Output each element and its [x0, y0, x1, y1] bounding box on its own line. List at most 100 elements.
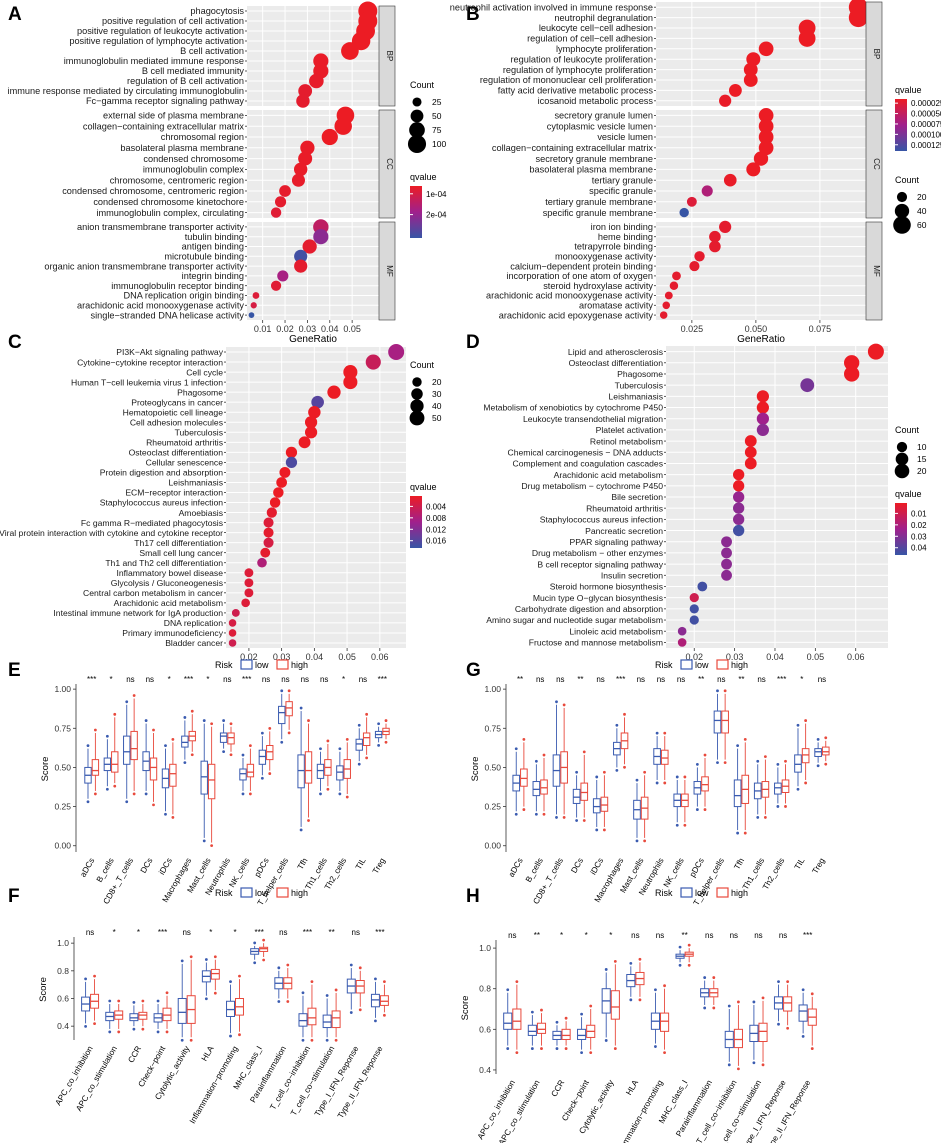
C-count-legend-label: 20: [432, 377, 442, 387]
B-dot: [758, 129, 774, 145]
A-dot: [293, 162, 308, 177]
F-outlier-low: [325, 994, 329, 997]
G-outlier-low: [756, 759, 760, 763]
F-outlier-high: [286, 1000, 290, 1003]
C-dot: [241, 598, 250, 608]
H-y-axis-title: Score: [460, 996, 471, 1021]
G-box-low: [532, 781, 541, 797]
H-outlier-low: [752, 1061, 756, 1065]
G-tick-label-y: 0.75: [484, 723, 501, 733]
E-box-high: [227, 732, 235, 745]
H-outlier-high: [515, 980, 519, 984]
H-category-label: HLA: [624, 1078, 640, 1097]
D-term-label: Linoleic acid metabolism: [569, 626, 663, 636]
H-outlier-low: [777, 1022, 780, 1026]
D-term-label: Drug metabolism − other enzymes: [532, 548, 663, 558]
C-term-label: Protein digestion and absorption: [100, 468, 223, 478]
C-dot: [231, 608, 240, 617]
B-term-label: fatty acid derivative metabolic process: [498, 86, 654, 96]
F-category-label: T_cell_co−stimulation: [289, 1044, 336, 1117]
G-significance-label: ns: [677, 675, 685, 684]
A-count-legend-title: Count: [410, 80, 435, 90]
D-term-label: Rheumatoid arthritis: [586, 503, 663, 513]
G-category-label: DCs: [569, 857, 585, 875]
F-outlier-low: [301, 991, 305, 995]
D-term-label: Mucin type O−glycan biosynthesis: [533, 593, 663, 603]
G-outlier-low: [695, 763, 699, 766]
F-significance-label: ns: [352, 928, 360, 937]
C-dot: [228, 629, 237, 637]
panel-letter-D: D: [466, 332, 480, 353]
A-tick-label-x: 0.02: [276, 324, 294, 334]
G-outlier-low: [796, 723, 800, 727]
E-outlier-high: [307, 719, 310, 722]
E-category-label: Tfh: [296, 856, 310, 871]
D-dot: [744, 435, 757, 447]
A-dot: [334, 117, 352, 135]
E-legend-title: Risk: [215, 660, 233, 670]
G-category-label: iDCs: [589, 857, 606, 877]
H-outlier-high: [712, 1006, 716, 1010]
D-count-legend-label: 15: [917, 454, 927, 464]
H-outlier-low: [555, 1047, 559, 1050]
H-significance-label: ns: [656, 931, 664, 940]
C-dot: [263, 537, 274, 548]
D-count-legend-key: [894, 463, 910, 479]
H-outlier-low: [580, 1012, 583, 1016]
G-outlier-high: [663, 781, 667, 785]
B-dot: [662, 301, 671, 310]
G-outlier-high: [663, 731, 667, 735]
B-term-label: arachidonic acid monooxygenase activity: [486, 291, 653, 301]
F-tick-label-y: 0.6: [57, 993, 69, 1003]
G-category-label: Tfh: [732, 856, 746, 871]
G-tick-label-y: 0.50: [484, 762, 501, 772]
H-outlier-high: [540, 1047, 543, 1050]
D-qvalue-legend-label: 0.02: [911, 521, 927, 530]
B-count-legend-title: Count: [895, 175, 920, 185]
D-term-label: Phagosome: [617, 369, 663, 379]
F-outlier-high: [141, 999, 145, 1003]
A-term-label: collagen−containing extracellular matrix: [83, 121, 245, 131]
D-qvalue-colorbar: [895, 503, 907, 555]
D-dot: [721, 569, 732, 581]
A-term-label: chromosomal region: [161, 132, 244, 142]
B-dot: [719, 220, 732, 234]
G-outlier-low: [555, 700, 558, 704]
G-category-label: B_cells: [524, 857, 545, 884]
F-significance-label: ***: [375, 928, 384, 937]
A-term-label: phagocytosis: [190, 6, 244, 16]
G-outlier-low: [615, 769, 619, 772]
H-outlier-low: [555, 1020, 559, 1024]
E-tick-label-y: 0.75: [54, 723, 71, 733]
C-term-label: Leishmaniasis: [169, 478, 223, 488]
D-dot: [800, 378, 815, 393]
C-dot: [273, 487, 284, 498]
B-dot: [746, 162, 761, 177]
G-outlier-high: [542, 753, 546, 757]
G-outlier-low: [514, 812, 518, 816]
B-term-label: leukocyte cell−cell adhesion: [539, 23, 653, 33]
B-term-label: neutrophil activation involved in immune…: [450, 2, 653, 12]
A-qvalue-legend-title: qvalue: [410, 172, 437, 182]
C-term-label: Th17 cell differentiation: [134, 538, 223, 548]
D-term-label: Platelet activation: [596, 425, 664, 435]
F-outlier-high: [213, 991, 217, 995]
H-outlier-high: [589, 1004, 593, 1008]
D-dot: [677, 638, 687, 647]
F-outlier-low: [374, 977, 377, 981]
B-qvalue-legend-title: qvalue: [895, 85, 922, 95]
A-count-legend-key: [412, 97, 422, 107]
B-term-label: secretory granule membrane: [536, 154, 653, 164]
E-significance-label: ***: [242, 675, 251, 684]
B-term-label: secretory granule lumen: [554, 111, 653, 121]
F-significance-label: *: [209, 928, 212, 937]
H-outlier-high: [515, 1051, 519, 1055]
B-term-label: tertiary granule: [592, 175, 653, 185]
F-category-label: Type_II_IFN_Reponse: [336, 1044, 385, 1120]
E-box-low: [181, 735, 189, 748]
E-outlier-high: [326, 739, 330, 743]
G-outlier-low: [575, 770, 579, 774]
E-box-high: [362, 732, 371, 747]
B-dot: [709, 240, 721, 253]
C-term-label: Central carbon metabolism in cancer: [83, 588, 223, 598]
